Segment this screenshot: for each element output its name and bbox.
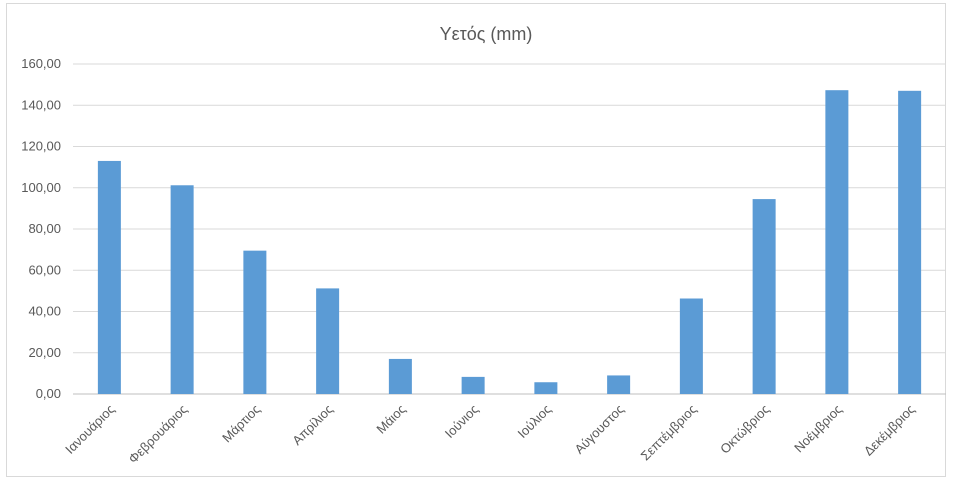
x-tick-label: Μάρτιος bbox=[219, 402, 263, 446]
bar bbox=[898, 90, 922, 394]
bar bbox=[607, 375, 631, 394]
bar bbox=[170, 185, 194, 394]
x-tick-label: Φεβρουάριος bbox=[125, 402, 190, 467]
bar bbox=[388, 358, 412, 394]
x-tick-label: Μάιος bbox=[373, 402, 408, 437]
y-tick-label: 100,00 bbox=[21, 180, 61, 195]
y-tick-label: 0,00 bbox=[36, 386, 61, 401]
bar bbox=[461, 376, 485, 394]
chart-frame bbox=[6, 3, 946, 477]
y-tick-label: 120,00 bbox=[21, 139, 61, 154]
chart-title: Υετός (mm) bbox=[440, 24, 533, 44]
y-tick-label: 80,00 bbox=[28, 221, 61, 236]
x-tick-label: Αύγουστος bbox=[572, 402, 627, 457]
bar bbox=[316, 288, 340, 394]
y-tick-label: 140,00 bbox=[21, 97, 61, 112]
y-tick-label: 40,00 bbox=[28, 304, 61, 319]
bar bbox=[97, 160, 121, 394]
x-tick-label: Σεπτέμβριος bbox=[638, 402, 700, 464]
x-tick-label: Νοέμβριος bbox=[791, 402, 845, 456]
y-tick-label: 60,00 bbox=[28, 262, 61, 277]
x-tick-label: Ιανουάριος bbox=[62, 402, 117, 457]
bar bbox=[534, 382, 558, 394]
bar bbox=[679, 298, 703, 394]
y-tick-label: 20,00 bbox=[28, 345, 61, 360]
bar bbox=[825, 90, 849, 394]
x-tick-label: Οκτώβριος bbox=[717, 402, 772, 457]
x-tick-label: Ιούλιος bbox=[515, 402, 554, 441]
bar bbox=[752, 199, 776, 394]
bar bbox=[243, 250, 267, 394]
y-tick-label: 160,00 bbox=[21, 56, 61, 71]
x-tick-label: Απρίλιος bbox=[289, 402, 336, 449]
x-tick-label: Ιούνιος bbox=[442, 402, 481, 441]
x-tick-label: Δεκέμβριος bbox=[861, 402, 918, 459]
